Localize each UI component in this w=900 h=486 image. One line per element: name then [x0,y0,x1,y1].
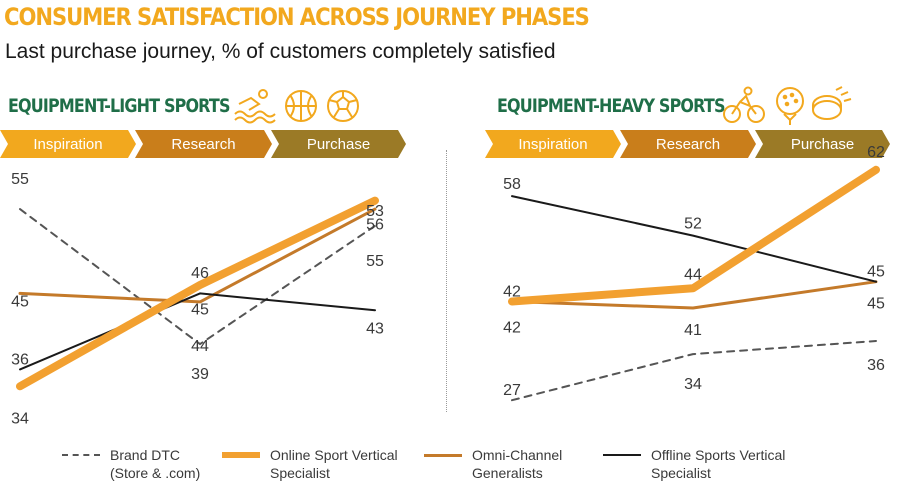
data-label-omni-channel: 42 [503,320,521,337]
data-label-brand-dtc: 34 [684,376,702,393]
legend-label-online-vertical: Online Sport Vertical [270,447,398,463]
data-label-omni-channel: 55 [366,253,384,270]
series-line-offline-vertical [19,292,376,371]
series-line-omni-channel [18,207,377,304]
data-label-offline-vertical: 58 [503,176,521,193]
legend-label-offline-vertical: Offline Sports Vertical [651,447,786,463]
data-label-offline-vertical: 52 [684,216,702,233]
data-label-online-vertical: 62 [867,144,885,161]
phase-research-light: Research [135,130,272,158]
data-label-omni-channel: 41 [684,322,702,339]
legend-label-brand-dtc: Brand DTC [110,447,181,463]
swimmer-icon [234,89,276,124]
data-label-online-vertical: 56 [366,217,384,234]
panel-title-light: EQUIPMENT-LIGHT SPORTS [8,95,230,117]
legend-label-offline-vertical-2: Specialist [651,465,711,481]
series-line-online-vertical [508,165,880,306]
panel-divider [446,150,447,412]
panel-title-heavy: EQUIPMENT-HEAVY SPORTS [497,95,725,117]
legend-label-omni-channel-2: Generalists [472,465,543,481]
data-label-offline-vertical: 43 [366,320,384,337]
phase-purchase-heavy: Purchase [755,130,890,158]
golf-ball-icon [776,87,804,125]
data-label-offline-vertical: 45 [867,264,885,281]
data-label-offline-vertical: 36 [11,351,29,368]
heavy-sports-icons [723,86,852,125]
chart-panel-2: 27 34 36 42 44 62 42 41 45 58 52 45 [503,144,885,402]
data-label-brand-dtc: 27 [503,382,521,399]
series-line-brand-dtc [19,208,376,346]
phase-inspiration-heavy: Inspiration [485,130,621,158]
legend-swatch-omni-channel [424,454,462,457]
data-label-brand-dtc: 53 [366,203,384,220]
series-line-online-vertical [16,196,379,391]
data-label-offline-vertical: 45 [191,301,209,318]
legend-swatch-offline-vertical [603,454,641,456]
legend-swatch-online-vertical [222,452,260,458]
legend-label-omni-channel: Omni-Channel [472,447,563,463]
phase-inspiration-light: Inspiration [0,130,136,158]
data-label-online-vertical: 44 [684,266,702,283]
data-label-omni-channel: 44 [191,338,209,355]
data-label-brand-dtc: 55 [11,171,29,188]
cyclist-icon [723,86,765,123]
data-label-omni-channel: 45 [11,293,29,310]
data-label-online-vertical: 42 [503,284,521,301]
phase-research-heavy: Research [620,130,756,158]
data-label-brand-dtc: 36 [867,357,885,374]
series-line-brand-dtc [511,340,877,402]
chart-title: CONSUMER SATISFACTION ACROSS JOURNEY PHA… [4,3,590,31]
series-line-offline-vertical [511,195,877,283]
data-label-online-vertical: 34 [11,410,29,427]
light-sports-icons [234,89,359,124]
hockey-puck-icon [812,86,852,120]
chart-panel-1: 55 39 53 34 46 56 45 44 55 36 45 43 [11,171,384,427]
data-label-brand-dtc: 39 [191,366,209,383]
series-line-omni-channel [510,280,878,310]
phase-purchase-light: Purchase [271,130,406,158]
soccer-ball-icon [327,90,359,122]
data-label-online-vertical: 46 [191,265,209,282]
legend-label-online-vertical-2: Specialist [270,465,330,481]
legend-label-brand-dtc-2: (Store & .com) [110,465,201,481]
legend-swatch-brand-dtc [62,454,100,456]
basketball-icon [285,90,317,122]
data-label-omni-channel: 45 [867,296,885,313]
chart-subtitle: Last purchase journey, % of customers co… [5,40,556,63]
